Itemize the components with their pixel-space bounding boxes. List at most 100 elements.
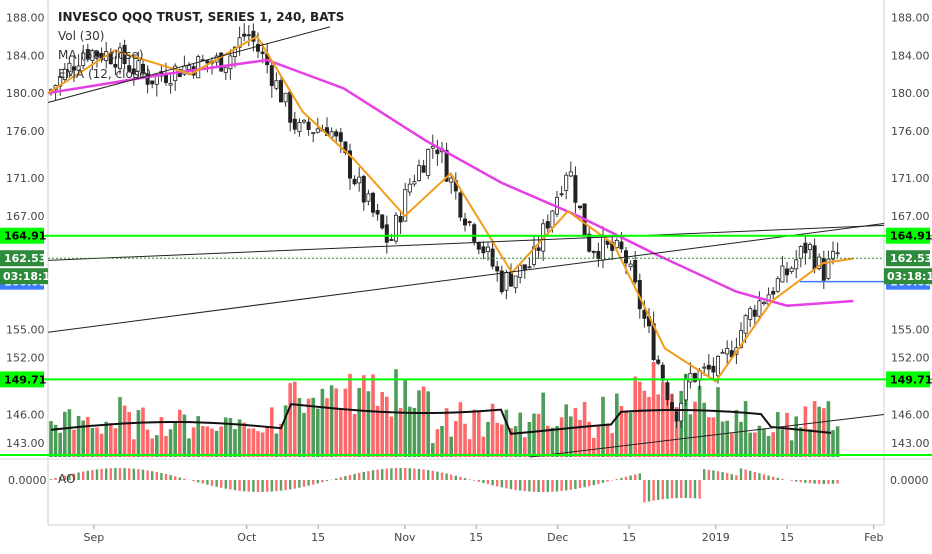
ao-bar — [192, 480, 194, 481]
volume-bar — [776, 412, 780, 457]
candle-body — [261, 52, 264, 53]
ao-bar — [151, 471, 153, 480]
candle-body — [772, 291, 775, 294]
ao-bar — [312, 480, 314, 485]
volume-bar — [215, 431, 219, 457]
candle-body — [473, 225, 476, 242]
candle-body — [629, 264, 632, 267]
candle-body — [836, 253, 839, 254]
candle-body — [758, 301, 761, 316]
candle-body — [371, 193, 374, 212]
tag-162-53-left: 162.53 — [4, 252, 46, 265]
volume-bar — [403, 379, 407, 457]
ao-bar — [289, 480, 291, 489]
volume-bar — [799, 427, 803, 457]
candle-body — [574, 176, 577, 203]
ao-bar — [832, 480, 834, 484]
candle-body — [390, 239, 393, 240]
volume-bar — [500, 424, 504, 457]
volume-bar — [390, 417, 394, 457]
ao-bar — [560, 480, 562, 491]
volume-bar — [91, 428, 95, 457]
volume-bar — [730, 433, 734, 457]
volume-bar — [597, 425, 601, 457]
candle-body — [822, 259, 825, 281]
volume-bar — [247, 429, 251, 457]
volume-bar — [541, 393, 545, 457]
volume-bar — [265, 427, 269, 457]
ao-bar — [96, 469, 98, 480]
y-tick-left: 152.00 — [6, 352, 45, 365]
volume-bar — [643, 391, 647, 457]
y-tick-left: 155.00 — [6, 323, 45, 336]
ao-bar — [556, 480, 558, 491]
ao-bar — [266, 480, 268, 492]
ao-bar — [519, 480, 521, 491]
tag-149-71-right: 149.71 — [890, 373, 932, 386]
volume-bar — [426, 391, 430, 457]
volume-bar — [716, 387, 720, 457]
candle-body — [634, 260, 637, 282]
ao-bar — [662, 480, 664, 499]
ao-bar — [294, 480, 296, 489]
volume-bar — [316, 409, 320, 457]
candle-body — [578, 206, 581, 208]
volume-bar — [256, 431, 260, 457]
candle-body — [151, 81, 154, 84]
candle-body — [367, 194, 370, 201]
ao-bar — [110, 468, 112, 480]
volume-bar — [771, 432, 775, 457]
ao-bar — [395, 468, 397, 480]
volume-bar — [813, 401, 817, 457]
ao-bar — [358, 473, 360, 480]
ao-bar — [616, 479, 618, 480]
ao-bar — [459, 477, 461, 480]
ao-bar — [349, 475, 351, 480]
ao-bar — [588, 480, 590, 486]
y-tick-left: 176.00 — [6, 125, 45, 138]
volume-bar — [123, 406, 127, 457]
candle-body — [546, 222, 549, 229]
volume-bar — [210, 429, 214, 457]
volume-bar — [206, 426, 210, 457]
ao-bar — [813, 480, 815, 484]
volume-bar — [647, 397, 651, 457]
ao-bar — [128, 468, 130, 480]
ao-bar — [335, 479, 337, 480]
volume-bar — [744, 401, 748, 457]
candle-body — [335, 132, 338, 136]
ao-bar — [344, 476, 346, 480]
ao-bar — [321, 480, 323, 482]
ao-bar — [708, 470, 710, 480]
volume-bar — [463, 424, 467, 457]
volume-bar — [735, 410, 739, 457]
volume-bar — [422, 387, 426, 457]
volume-bar — [753, 432, 757, 457]
volume-bar — [307, 399, 311, 457]
candle-body — [477, 243, 480, 249]
ao-bar — [280, 480, 282, 491]
candle-body — [463, 219, 466, 225]
ao-bar — [505, 480, 507, 488]
candle-body — [459, 193, 462, 217]
volume-bar — [827, 401, 831, 457]
ao-bar — [565, 480, 567, 490]
ao-bar — [694, 480, 696, 498]
ao-bar — [625, 477, 627, 480]
ao-bar — [363, 472, 365, 480]
ao-bar — [261, 480, 263, 492]
candle-body — [753, 310, 756, 316]
x-tick-label: 2019 — [702, 531, 730, 544]
candle-body — [569, 172, 572, 176]
volume-bar — [252, 428, 256, 457]
ao-bar — [574, 480, 576, 489]
volume-bar — [376, 406, 380, 457]
candle-body — [270, 66, 273, 86]
candle-body — [689, 373, 692, 382]
candle-body — [749, 309, 752, 320]
ao-bar — [77, 472, 79, 480]
candle-body — [560, 194, 563, 195]
volume-bar — [661, 382, 665, 457]
ao-bar — [409, 468, 411, 480]
